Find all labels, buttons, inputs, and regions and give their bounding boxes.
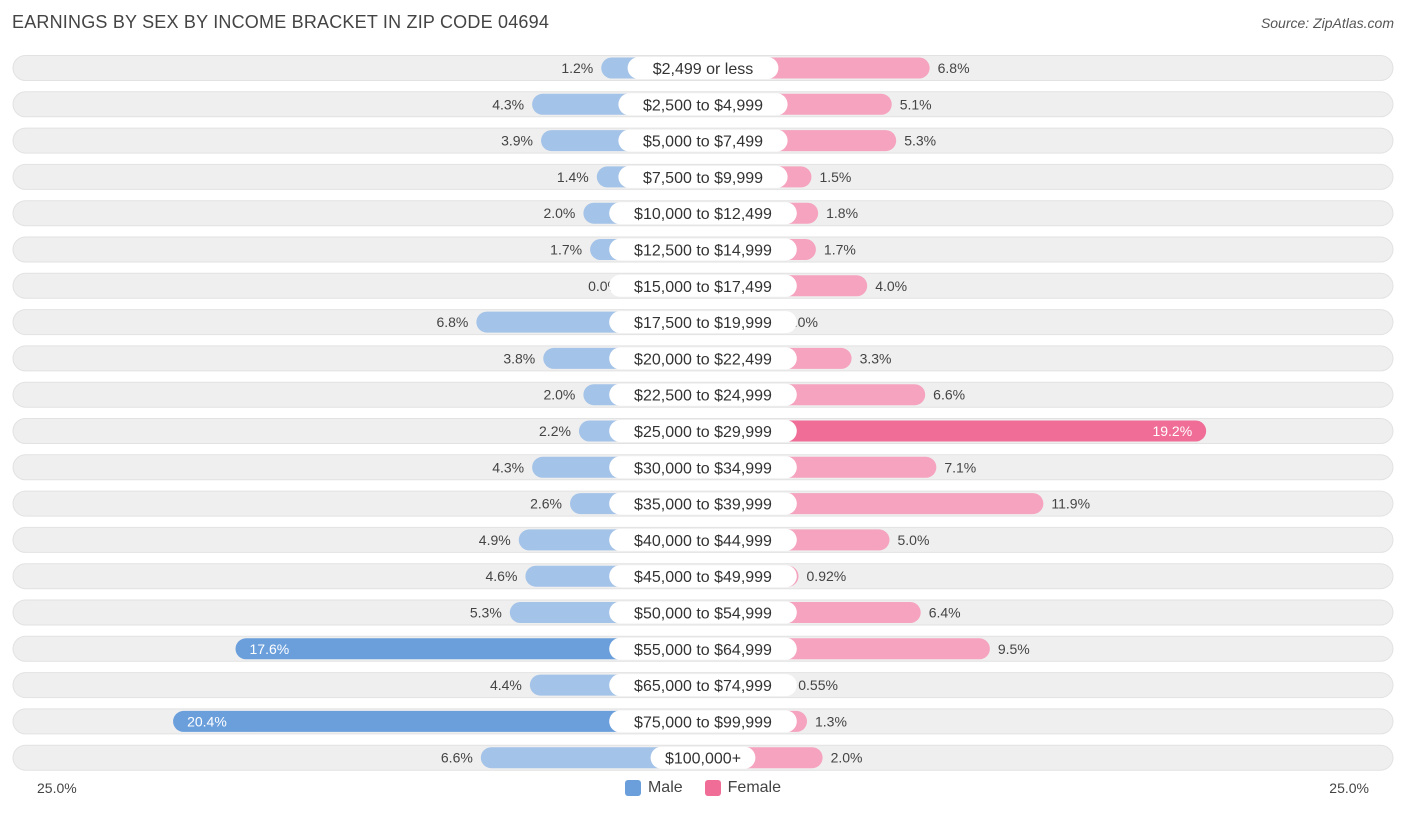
female-value-label: 1.3%	[815, 713, 847, 729]
category-label: $12,500 to $14,999	[634, 243, 772, 260]
category-label: $15,000 to $17,499	[634, 279, 772, 296]
female-value-label: 0.92%	[807, 568, 847, 584]
category-label: $20,000 to $22,499	[634, 351, 772, 368]
legend-swatch-female	[704, 780, 721, 796]
male-value-label: 2.2%	[539, 423, 571, 439]
category-label: $17,500 to $19,999	[634, 315, 772, 332]
category-pill	[609, 347, 797, 370]
female-value-label: 6.4%	[929, 605, 961, 621]
female-value-label: 5.1%	[900, 96, 932, 112]
male-value-label: 5.3%	[470, 605, 502, 621]
category-pill	[609, 492, 797, 515]
axis-left-label: 25.0%	[37, 780, 77, 796]
category-pill	[609, 637, 797, 660]
male-value-label: 2.6%	[530, 496, 562, 512]
category-label: $65,000 to $74,999	[634, 678, 772, 695]
category-label: $30,000 to $34,999	[634, 460, 772, 477]
category-pill	[609, 528, 797, 551]
female-value-label: 5.3%	[904, 133, 936, 149]
male-bar	[173, 710, 703, 732]
category-pill	[609, 710, 797, 733]
category-pill	[609, 311, 797, 334]
male-bar	[480, 747, 703, 769]
category-pill	[618, 129, 788, 152]
male-value-label: 3.8%	[503, 350, 535, 366]
source-credit: Source: ZipAtlas.com	[1260, 15, 1394, 31]
legend-item-female[interactable]: Female	[704, 779, 782, 797]
male-value-label: 4.3%	[492, 459, 524, 475]
legend-item-male[interactable]: Male	[624, 779, 683, 797]
category-label: $22,500 to $24,999	[634, 388, 772, 405]
male-value-label: 6.6%	[441, 750, 473, 766]
category-label: $100,000+	[665, 751, 741, 768]
male-value-label: 17.6%	[250, 641, 290, 657]
category-label: $2,499 or less	[653, 61, 754, 78]
female-value-label: 3.3%	[860, 350, 892, 366]
category-pill	[609, 420, 797, 442]
category-label: $10,000 to $12,499	[634, 206, 772, 223]
chart-legend: Male Female	[0, 779, 1406, 797]
female-value-label: 9.5%	[998, 641, 1030, 657]
legend-label-male: Male	[647, 779, 683, 796]
category-label: $40,000 to $44,999	[634, 533, 772, 550]
category-label: $2,500 to $4,999	[643, 97, 763, 114]
category-pill	[609, 456, 797, 479]
female-bar	[703, 420, 1207, 442]
chart-canvas: 1.2% 6.8% $2,499 or less 4.3% 5.1% $2,500 to …	[12, 55, 1394, 771]
category-pill	[609, 601, 797, 624]
female-value-label: 1.5%	[819, 169, 851, 185]
category-pill	[618, 93, 788, 116]
category-pill	[627, 57, 779, 79]
category-pill	[609, 202, 797, 225]
legend-label-female: Female	[727, 779, 782, 796]
male-value-label: 4.4%	[490, 677, 522, 693]
category-label: $5,000 to $7,499	[643, 134, 763, 151]
female-value-label: 11.9%	[1051, 496, 1090, 512]
female-value-label: 1.7%	[824, 242, 856, 258]
female-value-label: 4.0%	[875, 278, 907, 294]
female-value-label: 19.2%	[1152, 423, 1192, 439]
axis-right-label: 25.0%	[1329, 780, 1369, 796]
female-value-label: 7.1%	[944, 459, 976, 475]
male-value-label: 1.7%	[550, 242, 582, 258]
female-value-label: 6.6%	[933, 387, 965, 403]
category-pill	[618, 165, 788, 188]
male-value-label: 4.3%	[492, 96, 524, 112]
category-label: $50,000 to $54,999	[634, 606, 772, 623]
category-label: $45,000 to $49,999	[634, 569, 772, 586]
female-value-label: 2.0%	[831, 750, 863, 766]
category-pill	[609, 565, 797, 588]
male-value-label: 6.8%	[436, 314, 468, 330]
category-label: $75,000 to $99,999	[634, 714, 772, 731]
category-label: $7,500 to $9,999	[643, 170, 763, 187]
female-value-label: 6.8%	[938, 60, 970, 76]
male-value-label: 20.4%	[187, 713, 227, 729]
male-value-label: 1.2%	[561, 60, 593, 76]
male-value-label: 2.0%	[543, 205, 575, 221]
chart-title: EARNINGS BY SEX BY INCOME BRACKET IN ZIP…	[12, 12, 550, 32]
category-label: $55,000 to $64,999	[634, 642, 772, 659]
category-pill	[609, 383, 797, 406]
female-value-label: 0.55%	[798, 677, 838, 693]
category-label: $25,000 to $29,999	[634, 424, 772, 441]
male-value-label: 4.6%	[485, 568, 517, 584]
female-value-label: 5.0%	[898, 532, 930, 548]
legend-swatch-male	[624, 780, 641, 796]
category-pill	[650, 746, 756, 769]
category-pill	[609, 238, 797, 261]
male-value-label: 2.0%	[543, 387, 575, 403]
male-value-label: 1.4%	[557, 169, 589, 185]
male-value-label: 4.9%	[479, 532, 511, 548]
category-pill	[609, 674, 797, 697]
male-bar	[235, 638, 703, 660]
category-pill	[609, 274, 797, 297]
female-value-label: 1.8%	[826, 205, 858, 221]
category-label: $35,000 to $39,999	[634, 497, 772, 514]
male-value-label: 3.9%	[501, 133, 533, 149]
